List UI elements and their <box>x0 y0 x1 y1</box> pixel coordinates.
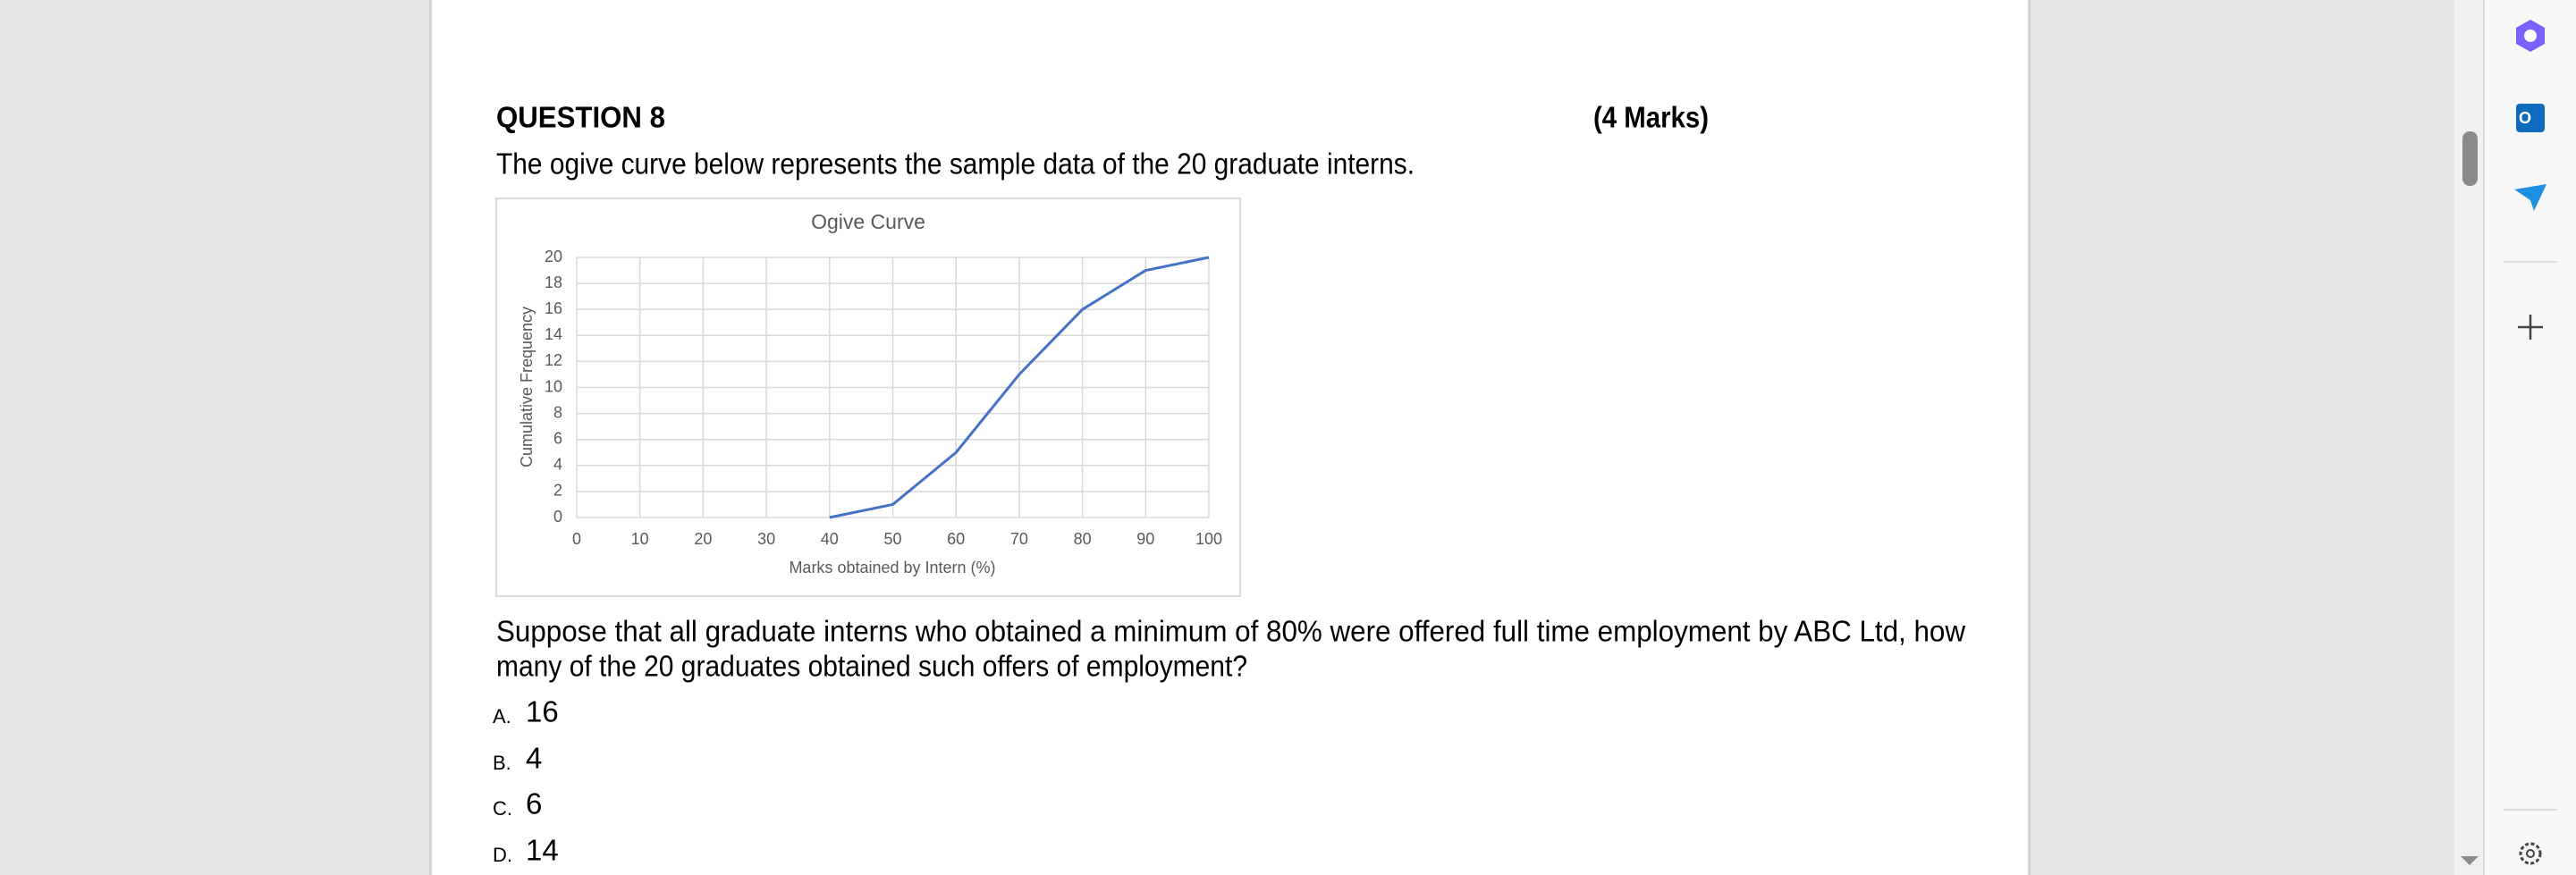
x-axis-label: Marks obtained by Intern (%) <box>789 559 995 576</box>
y-tick-label: 8 <box>553 403 562 421</box>
question-heading: QUESTION 8 <box>496 101 665 134</box>
option-text[interactable]: 14 <box>526 834 559 867</box>
option-text[interactable]: 4 <box>526 742 542 775</box>
intro-text: The ogive curve below represents the sam… <box>496 147 1415 181</box>
x-tick-label: 40 <box>821 530 839 548</box>
send-icon[interactable] <box>2514 184 2546 211</box>
y-tick-label: 6 <box>553 429 562 447</box>
x-tick-label: 0 <box>572 530 581 548</box>
option-letter: B. <box>493 752 511 774</box>
x-tick-label: 80 <box>1074 530 1092 548</box>
add-button[interactable] <box>2518 315 2543 340</box>
x-tick-label: 100 <box>1195 530 1222 548</box>
y-tick-label: 14 <box>545 325 562 343</box>
x-tick-label: 50 <box>883 530 901 548</box>
option-letter: A. <box>493 705 511 728</box>
ogive-line <box>829 256 1210 519</box>
x-tick-label: 60 <box>947 530 965 548</box>
settings-icon[interactable] <box>2519 842 2542 865</box>
option-text[interactable]: 6 <box>526 787 542 820</box>
scrollbar-track <box>2454 0 2484 875</box>
option-letter: C. <box>493 797 512 820</box>
y-tick-label: 18 <box>545 273 562 291</box>
y-axis-label: Cumulative Frequency <box>518 307 536 467</box>
y-tick-label: 0 <box>553 508 562 526</box>
x-tick-label: 30 <box>757 530 775 548</box>
y-tick-label: 16 <box>545 299 562 317</box>
chart-title: Ogive Curve <box>811 210 925 233</box>
scroll-down-arrow[interactable] <box>2461 856 2479 865</box>
x-tick-label: 20 <box>694 530 712 548</box>
x-tick-label: 70 <box>1010 530 1028 548</box>
scrollbar-thumb[interactable] <box>2462 131 2478 186</box>
chart-frame <box>495 198 1241 597</box>
x-tick-label: 90 <box>1136 530 1154 548</box>
question-line: many of the 20 graduates obtained such o… <box>496 650 1247 683</box>
y-tick-label: 12 <box>545 351 562 369</box>
question-line: Suppose that all graduate interns who ob… <box>496 615 1965 648</box>
option-letter: D. <box>493 844 512 866</box>
x-tick-label: 10 <box>631 530 649 548</box>
settings-icon-center <box>2526 849 2535 858</box>
outlook-icon-glyph: O <box>2519 109 2531 127</box>
y-tick-label: 20 <box>545 248 562 265</box>
y-tick-label: 10 <box>545 377 562 395</box>
sidebar <box>2484 0 2576 875</box>
y-tick-label: 4 <box>553 456 562 474</box>
y-tick-label: 2 <box>553 482 562 500</box>
copilot-icon-center <box>2524 29 2537 42</box>
marks: (4 Marks) <box>1593 101 1709 134</box>
outlook-icon[interactable] <box>2516 104 2545 132</box>
option-text[interactable]: 16 <box>526 695 559 728</box>
